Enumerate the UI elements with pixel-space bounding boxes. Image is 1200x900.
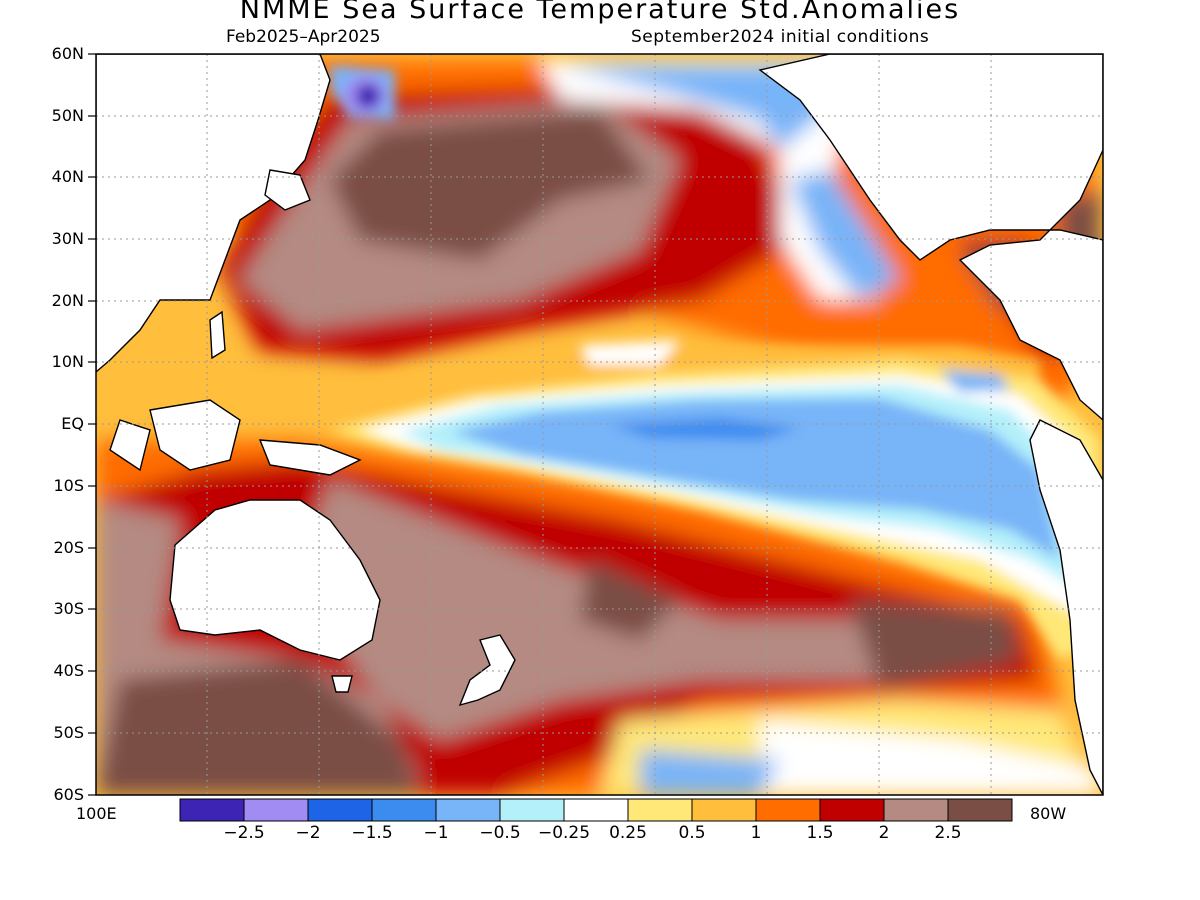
lat-label-eq: EQ <box>61 414 84 433</box>
lat-label-20n: 20N <box>51 291 84 310</box>
colorbar-swatch <box>883 798 949 822</box>
axis-ticks <box>88 53 96 796</box>
colorbar-swatch <box>307 798 373 822</box>
colorbar-tick-label: 1.5 <box>806 823 834 843</box>
colorbar-tick-label: 2.5 <box>934 823 962 843</box>
colorbar-tick-label: −1 <box>423 823 449 843</box>
lat-label-60s: 60S <box>53 785 84 804</box>
forecast-period: Feb2025–Apr2025 <box>226 27 381 47</box>
colorbar-tick-label: 0.5 <box>678 823 706 843</box>
colorbar-swatch <box>243 798 309 822</box>
colorbar-tick-label: 1 <box>750 823 762 843</box>
colorbar-swatch <box>947 798 1013 822</box>
lat-label-10n: 10N <box>51 352 84 371</box>
initial-conditions: September2024 initial conditions <box>631 27 930 47</box>
lat-label-40n: 40N <box>51 167 84 186</box>
colorbar <box>179 798 1013 822</box>
lon-label-right: 80W <box>1030 804 1067 823</box>
colorbar-swatch <box>499 798 565 822</box>
coastlines <box>96 54 1103 795</box>
colorbar-swatch <box>691 798 757 822</box>
colorbar-swatch <box>755 798 821 822</box>
colorbar-swatch <box>371 798 437 822</box>
lat-label-50n: 50N <box>51 106 84 125</box>
lat-label-30n: 30N <box>51 229 84 248</box>
lat-label-60n: 60N <box>51 44 84 63</box>
colorbar-swatch <box>435 798 501 822</box>
map-title: NMME Sea Surface Temperature Std.Anomali… <box>239 0 961 25</box>
colorbar-tick-label: 0.25 <box>609 823 647 843</box>
colorbar-swatch <box>819 798 885 822</box>
lat-label-10s: 10S <box>53 476 84 495</box>
lat-label-50s: 50S <box>53 723 84 742</box>
lon-label-left: 100E <box>76 804 117 823</box>
colorbar-swatch <box>179 798 245 822</box>
anomaly-field <box>96 54 1103 795</box>
colorbar-tick-label: 2 <box>878 823 890 843</box>
colorbar-tick-label: −2 <box>295 823 321 843</box>
lat-label-30s: 30S <box>53 599 84 618</box>
colorbar-tick-label: −2.5 <box>223 823 265 843</box>
lat-label-20s: 20S <box>53 538 84 557</box>
colorbar-tick-label: −0.25 <box>537 823 591 843</box>
colorbar-swatch <box>563 798 629 822</box>
colorbar-swatch <box>627 798 693 822</box>
colorbar-tick-label: −0.5 <box>479 823 521 843</box>
colorbar-tick-label: −1.5 <box>351 823 393 843</box>
lat-label-40s: 40S <box>53 661 84 680</box>
